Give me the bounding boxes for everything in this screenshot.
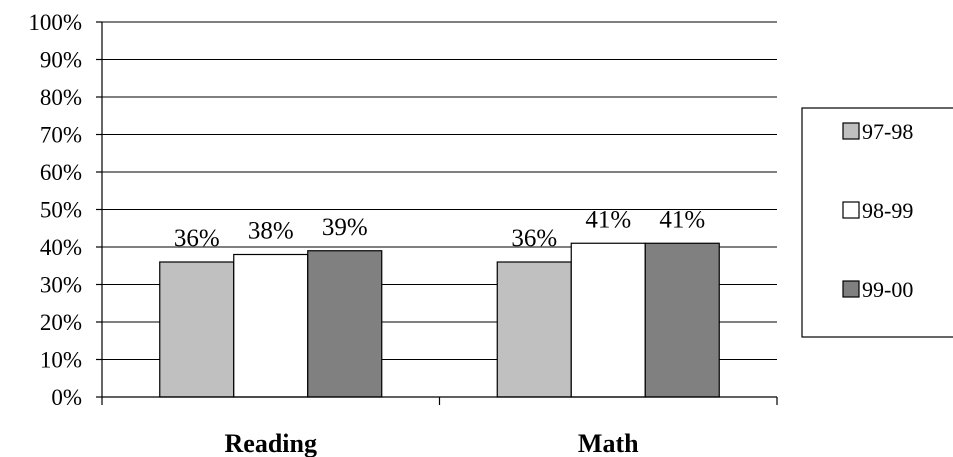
y-tick-label: 70%: [40, 123, 82, 148]
x-axis-ticks: [101, 397, 778, 405]
legend-label: 97-98: [862, 119, 913, 144]
bar-math-99-00: [644, 242, 720, 398]
y-tick-label: 100%: [28, 10, 82, 35]
data-labels: 36% 38% 39% 36% 41% 41%: [174, 206, 705, 252]
bar-math-97-98: [496, 261, 572, 398]
legend-label: 99-00: [862, 277, 913, 302]
legend-item: 99-00: [842, 277, 913, 302]
bar-reading-99-00: [307, 250, 383, 398]
legend-label: 98-99: [862, 198, 913, 223]
bar-reading-98-99: [233, 253, 309, 398]
y-tick-label: 30%: [40, 273, 82, 298]
data-label: 41%: [659, 206, 705, 233]
data-label: 36%: [174, 225, 220, 252]
y-tick-label: 60%: [40, 160, 82, 185]
category-labels: Reading Math: [225, 429, 640, 457]
y-tick-label: 20%: [40, 310, 82, 335]
y-tick-label: 0%: [51, 385, 82, 410]
bar-reading-97-98: [159, 261, 235, 398]
y-axis-tick-labels: 0% 10% 20% 30% 40% 50% 60% 70% 80% 90% 100%: [28, 10, 82, 410]
data-label: 36%: [511, 225, 557, 252]
data-label: 39%: [322, 214, 368, 241]
y-tick-label: 10%: [40, 348, 82, 373]
data-label: 41%: [585, 206, 631, 233]
bar-math-98-99: [570, 242, 646, 398]
legend-swatch: [842, 201, 860, 219]
bars: [159, 242, 720, 398]
y-tick-label: 50%: [40, 198, 82, 223]
y-tick-label: 90%: [40, 48, 82, 73]
legend-item: 97-98: [842, 119, 913, 144]
legend: 97-98 98-99 99-00: [801, 107, 953, 338]
legend-swatch: [842, 280, 860, 298]
category-label: Math: [578, 429, 639, 457]
category-label: Reading: [225, 429, 317, 457]
y-tick-label: 80%: [40, 85, 82, 110]
y-tick-label: 40%: [40, 235, 82, 260]
legend-swatch: [842, 122, 860, 140]
legend-item: 98-99: [842, 198, 913, 223]
legend-box: [801, 107, 953, 338]
data-label: 38%: [248, 218, 294, 245]
